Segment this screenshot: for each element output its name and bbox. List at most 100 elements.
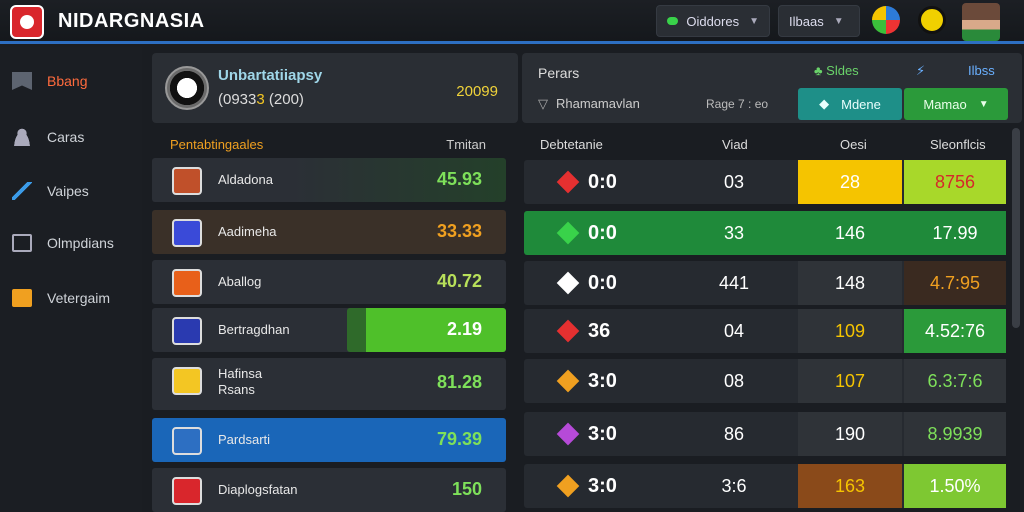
match-oesi-cell[interactable]: 190 [798,412,902,456]
diamond-icon [556,170,580,194]
team-value: 150 [451,479,482,499]
league-dropdown[interactable]: Oiddores ▼ [656,5,770,37]
club-summary-panel: Unbartatiiapsy (09333 (200) 20099 [152,53,518,123]
column-header-oesi[interactable]: Oesi [840,137,867,152]
match-sleonflcis-cell[interactable]: 1.50% [904,464,1006,508]
match-viad-cell: 33 [723,222,745,243]
match-sleonflcis-cell[interactable]: 8.9939 [904,412,1006,456]
app-logo-icon[interactable] [10,5,44,39]
sidebar-item-vetergaim[interactable]: Vetergaim [0,278,142,318]
value-fill-bar [347,308,506,352]
menu-button-label: Mamao [923,96,967,112]
sidebar-item-label: Vetergaim [47,290,111,306]
match-score: 3:0 [588,475,617,497]
filter-dropdown-label: Ilbaas [789,13,824,29]
filter-dropdown[interactable]: Ilbaas ▼ [778,5,860,37]
match-row[interactable]: 3:0 86 190 8.9939 [524,412,1006,456]
match-score: 3:0 [588,423,617,445]
match-score: 0:0 [588,272,617,294]
match-oesi-cell[interactable]: 107 [798,359,902,403]
range-label: Rage 7 : eo [706,97,769,111]
app-title: NIDARGNASIA [58,10,205,32]
panel-subtitle: ▽ Rhamamavlan [538,96,640,112]
coin-icon[interactable] [918,6,946,34]
column-header-match[interactable]: Debtetanie [540,137,603,152]
club-name: Unbartatiiapsy [218,67,323,84]
match-sleonflcis-cell[interactable]: 4.7:95 [904,261,1006,305]
match-header-panel: Perars ▽ Rhamamavlan Rage 7 : eo ♣ Sldes … [522,53,1022,123]
team-value: 40.72 [436,271,482,291]
top-bar: NIDARGNASIA Oiddores ▼ Ilbaas ▼ [0,0,1024,44]
column-header-value[interactable]: Tmitan [446,137,486,152]
match-score: 36 [588,320,611,342]
teams-table: Pentabtingaales Tmitan Aldadona 45.93 Aadi… [152,128,518,512]
team-name: Aadimeha [218,224,277,239]
team-row[interactable]: Hafinsa Rsans 81.28 [152,358,506,410]
sport-ball-icon[interactable] [872,6,900,34]
sidebar-item-caras[interactable]: Caras [0,117,142,157]
match-row[interactable]: 0:0 33 146 17.99 [524,211,1006,255]
match-row[interactable]: 36 04 109 4.52:76 [524,309,1006,353]
match-oesi-cell[interactable]: 109 [798,309,902,353]
match-sleonflcis-cell[interactable]: 6.3:7:6 [904,359,1006,403]
team-row[interactable]: Aballog 40.72 [152,260,506,304]
sidebar-item-vaipes[interactable]: Vaipes [0,171,142,211]
team-row[interactable]: Pardsarti 79.39 [152,418,506,462]
match-sleonflcis-cell[interactable]: 8756 [904,160,1006,204]
team-row[interactable]: Aadimeha 33.33 [152,210,506,254]
indicator-label[interactable]: Ilbss [968,63,995,78]
teams-table-header: Pentabtingaales Tmitan [152,128,518,158]
match-row[interactable]: 0:0 03 28 8756 [524,160,1006,204]
match-row[interactable]: 3:0 3:6 163 1.50% [524,464,1006,508]
column-header-team[interactable]: Pentabtingaales [170,137,264,152]
sidebar-item-olmpdians[interactable]: Olmpdians [0,223,142,263]
league-dropdown-label: Oiddores [686,13,740,29]
team-value: 45.93 [436,169,482,189]
user-avatar[interactable] [962,3,1000,41]
slides-toggle[interactable]: ♣ Sldes [814,63,859,78]
diamond-icon [556,422,580,446]
team-crest-icon [172,427,202,455]
team-row[interactable]: Diaplogsfatan 150 [152,468,506,512]
match-oesi-cell[interactable]: 163 [798,464,902,508]
match-sleonflcis-cell[interactable]: 17.99 [904,211,1006,255]
sidebar-item-bbang[interactable]: Bbang [0,61,142,101]
team-value: 2.19 [446,319,482,339]
match-viad-cell: 441 [718,272,750,293]
mode-button-label: Mdene [841,96,881,112]
status-dot-icon [667,17,679,25]
column-header-viad[interactable]: Viad [722,137,748,152]
column-header-sleonflcis[interactable]: Sleonflcis [930,137,986,152]
match-oesi-cell[interactable]: 28 [798,160,902,204]
scrollbar[interactable] [1012,128,1020,328]
match-row[interactable]: 3:0 08 107 6.3:7:6 [524,359,1006,403]
chevron-down-icon: ▼ [833,15,844,27]
mode-button[interactable]: ◆ Mdene [798,88,902,120]
match-oesi-cell[interactable]: 146 [798,211,902,255]
document-icon [12,234,32,252]
pulse-icon [12,182,32,200]
flag-icon [12,72,32,90]
panel-subtitle-text: Rhamamavlan [556,96,640,111]
match-row[interactable]: 0:0 441 148 4.7:95 [524,261,1006,305]
team-row[interactable]: Aldadona 45.93 [152,158,506,202]
wallet-icon [12,289,32,307]
diamond-icon: ◆ [819,96,830,111]
team-row[interactable]: Bertragdhan 2.19 [152,308,506,352]
lightning-icon[interactable]: ⚡ [916,63,926,78]
club-score: 20099 [456,83,498,100]
match-sleonflcis-cell[interactable]: 4.52:76 [904,309,1006,353]
team-name: Hafinsa [218,366,263,381]
match-viad-cell: 03 [723,171,745,192]
sidebar-item-label: Bbang [47,73,88,89]
team-value: 33.33 [436,221,482,241]
match-viad-cell: 08 [723,370,745,391]
team-crest-icon [172,477,202,505]
match-oesi-cell[interactable]: 148 [798,261,902,305]
team-crest-icon [172,219,202,247]
diamond-icon [556,319,580,343]
menu-dropdown-button[interactable]: Mamao ▼ [904,88,1008,120]
team-crest-icon [172,317,202,345]
match-viad-cell: 3:6 [721,475,747,496]
diamond-icon [556,474,580,498]
